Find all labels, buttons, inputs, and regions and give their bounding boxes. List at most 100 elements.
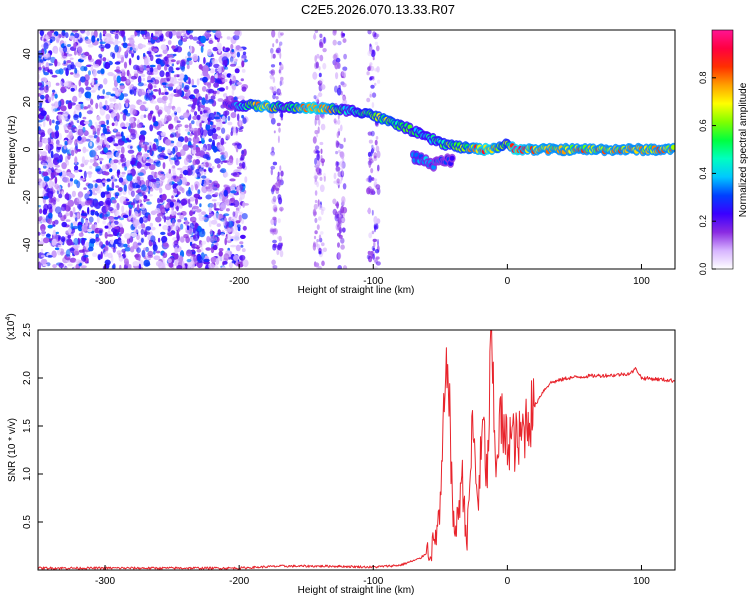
spectrogram-noise-blob bbox=[226, 158, 234, 166]
spectrogram-streak-blob bbox=[371, 144, 374, 149]
spectrogram-streak-blob bbox=[277, 171, 280, 177]
spectrogram-streak-blob bbox=[278, 197, 283, 205]
spectrogram-noise-blob bbox=[43, 67, 50, 71]
spectrogram-noise-blob bbox=[89, 165, 93, 169]
spectrogram-streak-blob bbox=[279, 61, 282, 66]
spectrogram-streak-blob bbox=[318, 72, 322, 78]
spectrogram-noise-blob bbox=[89, 141, 93, 147]
spectrogram-noise-blob bbox=[77, 135, 82, 141]
spectrogram-noise-blob bbox=[200, 211, 207, 216]
spectrogram-noise-blob bbox=[194, 146, 201, 154]
spectrogram-noise-blob bbox=[105, 164, 110, 170]
spectrogram-noise-blob bbox=[56, 144, 63, 148]
spectrogram-noise-blob bbox=[205, 194, 212, 200]
spectrogram-noise-blob bbox=[183, 217, 188, 221]
spectrogram-noise-blob bbox=[209, 80, 215, 84]
spectrogram-streak-blob bbox=[316, 153, 320, 161]
spectrogram-noise-blob bbox=[202, 65, 209, 73]
spectrogram-streak-blob bbox=[272, 231, 275, 236]
spectrogram-noise-blob bbox=[147, 214, 151, 222]
spectrogram-noise-blob bbox=[212, 186, 218, 191]
spectrogram-noise-blob bbox=[171, 113, 176, 117]
spectrogram-streak-blob bbox=[272, 85, 277, 94]
spectrogram-noise-blob bbox=[137, 82, 144, 87]
spectrogram-noise-blob bbox=[232, 34, 240, 41]
spectrogram-noise-blob bbox=[104, 43, 111, 49]
spectrogram-noise-blob bbox=[83, 131, 90, 136]
spectrogram-streak-blob bbox=[340, 124, 343, 132]
spectrogram-noise-blob bbox=[145, 226, 152, 231]
spectrogram-noise-blob bbox=[64, 140, 68, 146]
spectrogram-noise-blob bbox=[194, 244, 198, 248]
spectrogram-noise-blob bbox=[238, 95, 245, 100]
spectrogram-noise-blob bbox=[114, 69, 121, 73]
spectrogram-noise-blob bbox=[113, 143, 119, 147]
spectrogram-noise-blob bbox=[54, 124, 59, 131]
spectrogram-streak-blob bbox=[368, 232, 373, 239]
spectrogram-noise-blob bbox=[168, 123, 174, 130]
snr-y-tick-label: 2.0 bbox=[22, 371, 33, 385]
spectrogram-noise-blob bbox=[50, 172, 55, 180]
spectrogram-noise-blob bbox=[231, 49, 234, 53]
spectrogram-noise-blob bbox=[164, 65, 168, 71]
spectrogram-noise-blob bbox=[83, 187, 87, 190]
spectrogram-noise-blob bbox=[227, 95, 234, 101]
spectrogram-noise-blob bbox=[179, 59, 186, 67]
spectrogram-streak-blob bbox=[374, 41, 379, 46]
spectrogram-noise-blob bbox=[202, 76, 208, 83]
spectrogram-noise-blob bbox=[130, 75, 137, 80]
spectrogram-noise-blob bbox=[77, 203, 83, 209]
spectrogram-streak-blob bbox=[322, 48, 327, 53]
spectrogram-noise-blob bbox=[113, 128, 117, 131]
spectrogram-streak-blob bbox=[374, 259, 378, 264]
spectrogram-noise-blob bbox=[191, 85, 197, 88]
spectrogram-noise-blob bbox=[88, 189, 93, 197]
spectrogram-noise-blob bbox=[165, 172, 173, 179]
spectrogram-noise-blob bbox=[207, 48, 212, 57]
spectrogram-noise-blob bbox=[226, 234, 232, 242]
spectrogram-noise-blob bbox=[67, 234, 71, 239]
spectrogram-noise-blob bbox=[207, 192, 212, 196]
spectrogram-noise-blob bbox=[187, 51, 192, 57]
spectrogram-noise-blob bbox=[138, 257, 141, 261]
spectrogram-noise-blob bbox=[193, 254, 198, 263]
spectrogram-noise-blob bbox=[192, 95, 196, 99]
spectrogram-streak-blob bbox=[280, 177, 283, 183]
spectrogram-noise-blob bbox=[149, 64, 156, 68]
spectrogram-noise-blob bbox=[124, 166, 127, 171]
spectrogram-streak-blob bbox=[372, 247, 376, 252]
spectrogram-streak-blob bbox=[314, 30, 319, 34]
svg-text:(x104): (x104) bbox=[5, 313, 17, 340]
spectrogram-streak-blob bbox=[367, 255, 372, 259]
spectrogram-noise-blob bbox=[244, 176, 248, 183]
spectrogram-noise-blob bbox=[223, 47, 227, 52]
spectrogram-noise-blob bbox=[86, 171, 93, 175]
spectrogram-noise-blob bbox=[170, 59, 176, 63]
spectrogram-streak-blob bbox=[369, 62, 373, 66]
spectrogram-streak-blob bbox=[337, 252, 342, 260]
spectrogram-noise-blob bbox=[197, 196, 203, 200]
spectrogram-streak-blob bbox=[280, 76, 284, 81]
spectrogram-noise-blob bbox=[201, 240, 207, 245]
spectrogram-streak-blob bbox=[321, 242, 325, 247]
spectrogram-noise-blob bbox=[135, 30, 141, 33]
spectrogram-noise-blob bbox=[235, 220, 241, 224]
spectrogram-noise-blob bbox=[94, 183, 98, 189]
spectrogram-streak-blob bbox=[341, 227, 346, 233]
spectrogram-noise-blob bbox=[194, 183, 198, 191]
spectrogram-noise-blob bbox=[42, 196, 49, 200]
spectrogram-noise-blob bbox=[239, 255, 243, 260]
spectrogram-noise-blob bbox=[225, 221, 230, 227]
spectrogram-noise-blob bbox=[42, 182, 45, 189]
spectrogram-noise-blob bbox=[173, 89, 177, 93]
spectrogram-y-label: Frequency (Hz) bbox=[7, 116, 18, 185]
spectrogram-streak-blob bbox=[373, 155, 377, 159]
spectrogram-noise-blob bbox=[75, 259, 81, 265]
spectrogram-noise-blob bbox=[189, 133, 193, 137]
spectrogram-streak-blob bbox=[314, 157, 318, 165]
spectrogram-noise-blob bbox=[66, 60, 72, 64]
spectrogram-noise-blob bbox=[114, 103, 120, 111]
spectrogram-noise-blob bbox=[188, 186, 191, 195]
spectrogram-noise-blob bbox=[162, 252, 168, 259]
spectrogram-noise-blob bbox=[218, 248, 224, 252]
